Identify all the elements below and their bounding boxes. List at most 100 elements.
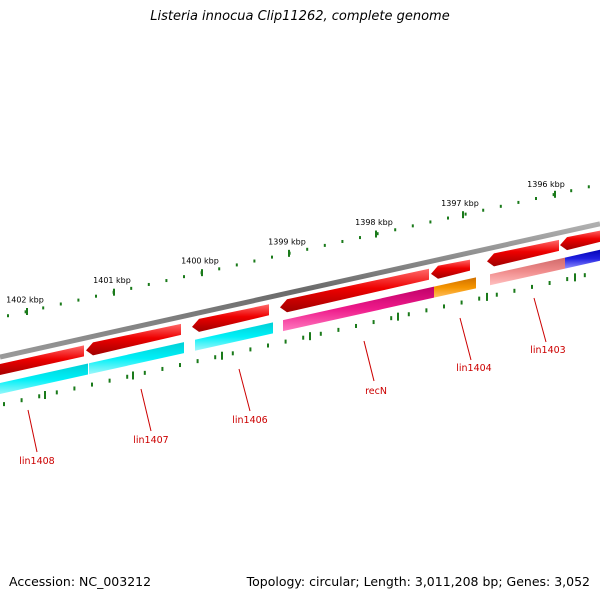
feature-bar-lin1403: [490, 257, 565, 286]
scale-dot: [271, 255, 273, 259]
inner-scale-dot: [20, 398, 23, 403]
inner-scale-dot: [3, 402, 5, 407]
scale-dot: [323, 243, 326, 247]
accession-text: Accession: NC_003212: [9, 574, 152, 589]
inner-scale-dot: [337, 327, 340, 332]
scale-labels: 1396 kbp 1397 kbp 1398 kbp 1399 kbp 1400 kbp…: [6, 180, 565, 305]
inner-scale-dot: [179, 363, 181, 368]
inner-scale-dot: [495, 292, 498, 297]
inner-scale-dot: [267, 343, 269, 348]
scale-dot: [482, 208, 485, 212]
inner-scale-dot: [196, 359, 199, 364]
leader-lin1404: [459, 317, 472, 361]
inner-scale-dot: [425, 308, 428, 313]
scale-dot: [499, 204, 502, 208]
leader-lin1403: [533, 297, 547, 343]
inner-scale-major-tick: [132, 371, 134, 380]
inner-scale-dot: [302, 335, 305, 340]
scale-dot: [218, 267, 221, 271]
scale-dot: [77, 298, 80, 302]
scale-major-tick: [375, 230, 377, 238]
scale-dot: [447, 216, 449, 220]
inner-scale-dot: [531, 284, 533, 289]
scale-dot: [165, 279, 168, 283]
inner-scale-dot: [231, 351, 234, 356]
cds-arrow-4: [280, 268, 429, 313]
scale-dot: [587, 185, 590, 189]
genome-summary-text: Topology: circular; Length: 3,011,208 bp…: [246, 574, 590, 589]
inner-scale-dot: [478, 296, 481, 301]
gene-label-lin1407: lin1407: [133, 435, 168, 446]
backbone-line: [0, 221, 600, 360]
feature-bar-lin1406: [195, 322, 273, 351]
feature-bar-lin1404: [434, 277, 476, 298]
scale-ticks-outer: [7, 185, 590, 318]
inner-scale-dot: [126, 374, 129, 379]
scale-dot: [147, 282, 150, 286]
scale-dot: [42, 306, 45, 310]
scale-major-tick: [554, 190, 556, 198]
inner-scale-dot: [284, 339, 287, 344]
scale-dot: [253, 259, 256, 263]
scale-major-tick: [201, 269, 203, 277]
cds-arrow-1: [560, 230, 600, 251]
cds-arrow-2: [487, 239, 559, 267]
scale-dot: [183, 275, 185, 279]
scale-dot: [429, 220, 432, 224]
scale-dot: [570, 189, 573, 193]
inner-scale-major-tick: [574, 273, 576, 282]
inner-scale-dot: [143, 370, 146, 375]
feature-bar-next: [565, 249, 600, 269]
inner-scale-dot: [372, 320, 375, 325]
inner-scale-major-tick: [309, 332, 311, 341]
scale-dot: [359, 236, 361, 240]
inner-scale-major-tick: [221, 351, 223, 360]
scale-dot: [306, 247, 309, 251]
leader-recN: [363, 340, 375, 382]
gene-label-lin1408: lin1408: [19, 456, 54, 467]
inner-scale-dot: [108, 378, 111, 383]
scale-dot: [517, 200, 520, 204]
scale-ticks-inner: [3, 273, 586, 407]
gene-label-lin1403: lin1403: [530, 345, 565, 356]
inner-scale-dot: [161, 366, 164, 371]
inner-scale-dot: [583, 273, 586, 278]
gene-label-lin1404: lin1404: [456, 363, 491, 374]
scale-major-tick: [462, 211, 464, 219]
gene-features: [0, 230, 600, 394]
scale-dot: [235, 263, 238, 267]
inner-scale-dot: [566, 277, 569, 282]
inner-scale-dot: [249, 347, 252, 352]
gene-label-recN: recN: [365, 386, 387, 397]
cds-arrow-7: [0, 345, 84, 375]
scale-dot: [59, 302, 62, 306]
scale-label-1397-kbp: 1397 kbp: [441, 199, 479, 208]
leader-lin1407: [140, 388, 152, 432]
scale-dot: [130, 286, 133, 290]
inner-scale-dot: [407, 312, 410, 317]
scale-dot: [341, 239, 344, 243]
gene-labels: lin1403 lin1404 recN lin1406 lin1407 lin1408: [19, 345, 565, 467]
scale-dot: [535, 197, 537, 201]
scale-major-tick: [288, 249, 290, 257]
inner-scale-major-tick: [44, 391, 46, 400]
feature-bar-lin1408: [0, 363, 88, 394]
leader-lin1408: [27, 409, 38, 453]
scale-dot: [95, 294, 97, 298]
cds-arrow-6: [86, 323, 181, 356]
inner-scale-dot: [55, 390, 58, 395]
inner-scale-dot: [548, 280, 551, 285]
scale-major-tick: [113, 288, 115, 296]
feature-bar-recN: [283, 286, 434, 332]
leader-lin1406: [238, 368, 251, 412]
scale-dot: [394, 228, 397, 232]
inner-scale-dot: [319, 331, 322, 336]
inner-scale-dot: [91, 382, 93, 387]
scale-label-1399-kbp: 1399 kbp: [268, 237, 306, 246]
inner-scale-dot: [513, 288, 516, 293]
scale-label-1400-kbp: 1400 kbp: [181, 257, 219, 266]
scale-label-1402-kbp: 1402 kbp: [6, 295, 44, 304]
cds-arrow-5: [192, 304, 269, 332]
